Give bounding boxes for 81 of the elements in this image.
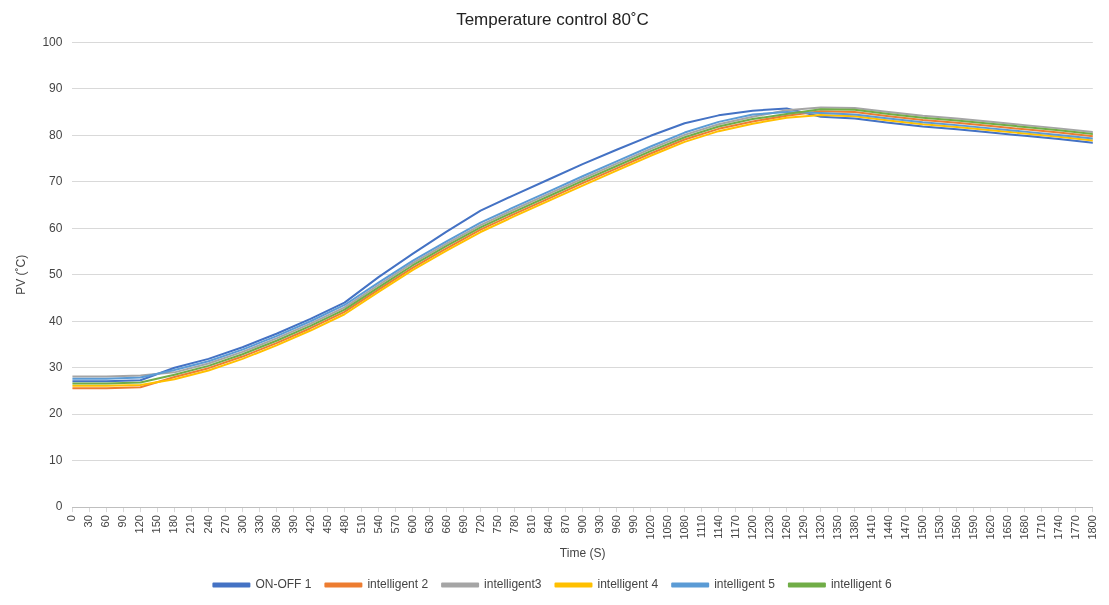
x-tick-label: 1650 — [1000, 515, 1013, 540]
x-tick-label: 450 — [320, 515, 333, 534]
x-axis-title: Time (S) — [559, 546, 606, 561]
x-tick-label: 360 — [269, 515, 282, 534]
x-tick-label: 90 — [116, 515, 129, 528]
x-tick-label: 270 — [218, 515, 231, 534]
chart-title: Temperature control 80˚C — [456, 9, 649, 29]
x-tick-label: 630 — [422, 515, 435, 534]
x-tick-label: 1140 — [711, 515, 724, 539]
x-tick-label: 1230 — [762, 515, 775, 540]
x-tick-label: 990 — [626, 515, 639, 534]
x-tick-label: 900 — [575, 515, 588, 534]
x-tick-label: 690 — [456, 515, 469, 534]
legend-label: intelligent3 — [484, 577, 542, 592]
x-tick-label: 1560 — [949, 515, 962, 540]
y-tick-label: 40 — [49, 313, 63, 328]
x-tick-label: 1770 — [1068, 515, 1081, 540]
x-tick-label: 1110 — [694, 515, 707, 538]
x-tick-label: 1800 — [1085, 515, 1098, 540]
x-tick-label: 600 — [405, 515, 418, 534]
x-tick-label: 300 — [235, 515, 248, 534]
x-tick-label: 660 — [439, 515, 452, 534]
y-tick-label: 70 — [49, 174, 63, 189]
x-tick-label: 1470 — [898, 515, 911, 540]
y-tick-label: 20 — [49, 406, 63, 421]
x-tick-label: 120 — [133, 515, 146, 534]
x-tick-label: 0 — [65, 515, 78, 522]
legend-label: intelligent 6 — [830, 577, 892, 592]
x-tick-label: 330 — [252, 515, 265, 534]
x-tick-label: 1680 — [1017, 515, 1030, 540]
y-tick-label: 50 — [49, 267, 63, 282]
x-tick-label: 1590 — [966, 515, 979, 540]
x-tick-label: 1260 — [779, 515, 792, 540]
x-tick-label: 1200 — [745, 515, 758, 540]
x-tick-label: 1020 — [643, 515, 656, 540]
x-tick-label: 1170 — [728, 515, 741, 539]
x-tick-label: 720 — [473, 515, 486, 534]
x-tick-label: 30 — [82, 515, 95, 528]
y-tick-label: 100 — [42, 34, 63, 49]
x-tick-label: 240 — [201, 515, 214, 534]
x-tick-label: 810 — [524, 515, 537, 534]
x-tick-label: 930 — [592, 515, 605, 534]
x-tick-label: 1440 — [881, 515, 894, 540]
y-axis-title: PV (˚C) — [13, 254, 28, 295]
y-tick-label: 80 — [49, 127, 63, 142]
x-tick-label: 1410 — [864, 515, 877, 540]
x-tick-label: 1350 — [830, 515, 843, 540]
x-tick-label: 780 — [507, 515, 520, 534]
x-tick-label: 1710 — [1034, 515, 1047, 540]
x-tick-label: 960 — [609, 515, 622, 534]
y-tick-label: 0 — [55, 499, 63, 514]
x-tick-label: 510 — [354, 515, 367, 534]
x-tick-label: 1380 — [847, 515, 860, 540]
x-tick-label: 180 — [167, 515, 180, 534]
x-tick-label: 1080 — [677, 515, 690, 540]
x-tick-label: 210 — [184, 515, 197, 534]
y-tick-label: 90 — [49, 81, 63, 96]
x-tick-label: 1740 — [1051, 515, 1064, 540]
x-tick-label: 870 — [558, 515, 571, 534]
x-tick-label: 1290 — [796, 515, 809, 540]
x-tick-label: 1530 — [932, 515, 945, 540]
x-tick-label: 1500 — [915, 515, 928, 540]
x-tick-label: 570 — [388, 515, 401, 534]
y-tick-label: 30 — [49, 360, 63, 375]
x-tick-label: 750 — [490, 515, 503, 534]
x-tick-label: 1050 — [660, 515, 673, 540]
legend-label: ON-OFF 1 — [255, 577, 312, 592]
x-tick-label: 540 — [371, 515, 384, 534]
legend-label: intelligent 5 — [714, 577, 776, 592]
x-tick-label: 480 — [337, 515, 350, 534]
x-tick-label: 840 — [541, 515, 554, 534]
x-tick-label: 150 — [150, 515, 163, 534]
x-tick-label: 60 — [99, 515, 112, 528]
x-tick-label: 420 — [303, 515, 316, 534]
x-tick-label: 390 — [286, 515, 299, 534]
legend-label: intelligent 2 — [367, 577, 429, 592]
x-tick-label: 1320 — [813, 515, 826, 540]
legend-label: intelligent 4 — [597, 577, 659, 592]
y-tick-label: 60 — [49, 220, 63, 235]
y-tick-label: 10 — [49, 452, 63, 467]
x-tick-label: 1620 — [983, 515, 996, 540]
